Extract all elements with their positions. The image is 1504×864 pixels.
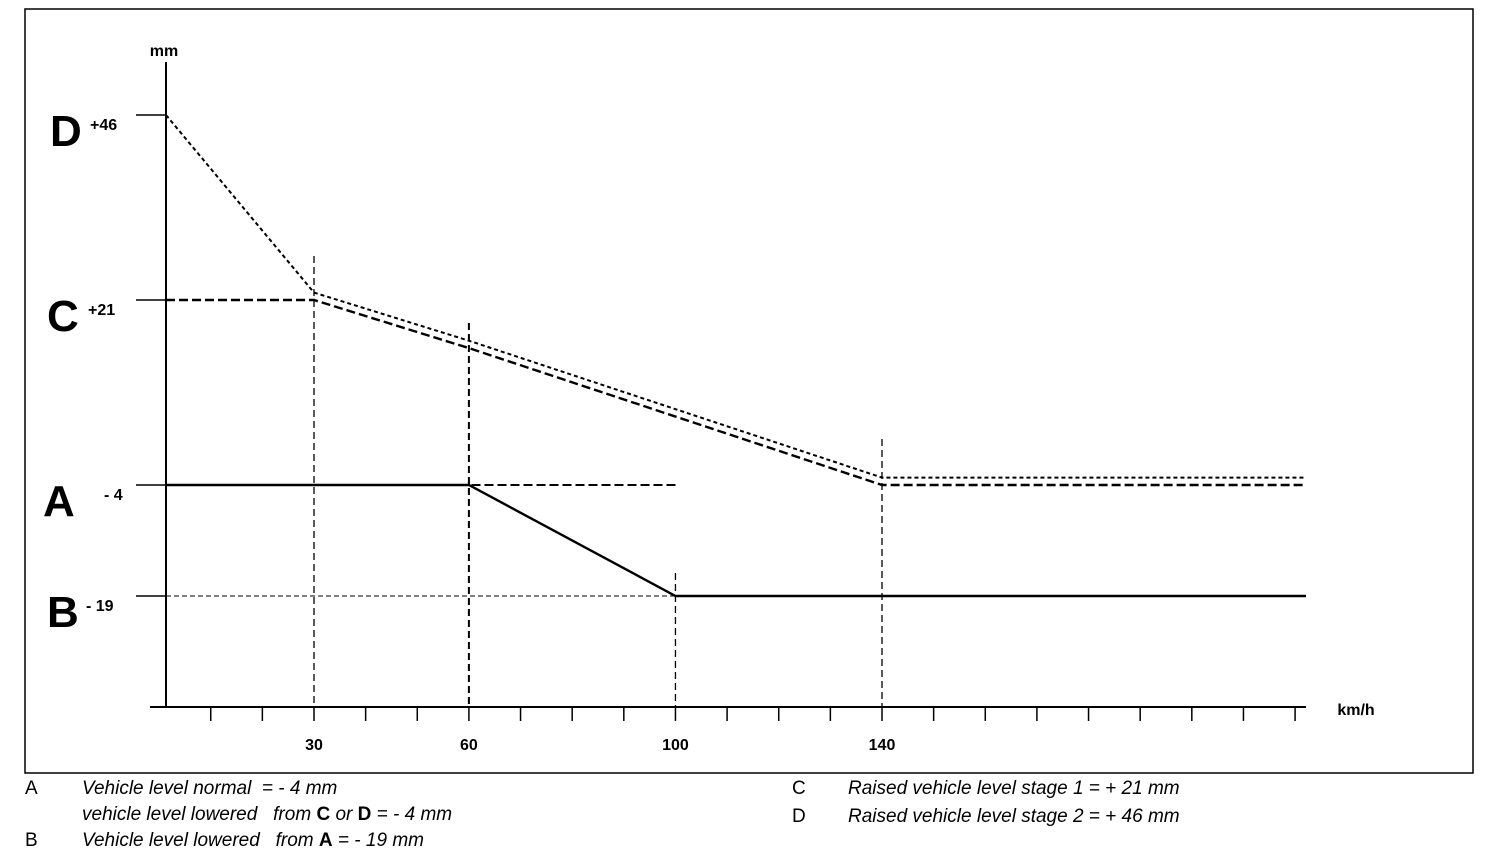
legend-key-a: A [25, 778, 38, 799]
series-line-1-solid [166, 483, 1306, 598]
level-letter-c: C [47, 292, 79, 341]
series-line-3-dotted [165, 114, 1306, 479]
y-unit-label: mm [150, 43, 178, 60]
legend-item-a-lowered: vehicle level lowered from C or D = - 4 … [0, 802, 760, 828]
level-letter-d: D [50, 107, 82, 156]
level-value-a: - 4 [104, 487, 123, 504]
legend-desc-a: Vehicle level normal = - 4 mm [82, 778, 338, 799]
legend-right: C Raised vehicle level stage 1 = + 21 mm… [760, 776, 1460, 836]
legend-desc-d: Raised vehicle level stage 2 = + 46 mm [848, 806, 1180, 827]
x-tick-label-30: 30 [305, 737, 323, 754]
level-value-b: - 19 [86, 598, 114, 615]
level-value-d: +46 [90, 117, 117, 134]
level-letter-a: A [43, 477, 75, 526]
legend-item-c: C Raised vehicle level stage 1 = + 21 mm [760, 776, 1460, 802]
legend-key-c: C [792, 778, 806, 799]
series-line-2-dashed [166, 298, 1306, 487]
x-tick-label-140: 140 [869, 737, 896, 754]
level-value-c: +21 [88, 302, 115, 319]
level-letter-b: B [47, 588, 79, 637]
legend-left: A Vehicle level normal = - 4 mm vehicle … [0, 776, 760, 861]
legend-desc-a-lowered: vehicle level lowered from C or D = - 4 … [82, 804, 453, 825]
x-tick-label-60: 60 [460, 737, 478, 754]
legend-item-a: A Vehicle level normal = - 4 mm [0, 776, 760, 802]
chart-plot-area: mm km/h 30 60 100 140 D +46 C +21 A - 4 B - 19 [43, 43, 1375, 754]
legend-item-d: D Raised vehicle level stage 2 = + 46 mm [760, 804, 1460, 830]
x-unit-label: km/h [1337, 702, 1374, 719]
legend-desc-c: Raised vehicle level stage 1 = + 21 mm [848, 778, 1180, 799]
legend-desc-b: Vehicle level lowered from A = - 19 mm [82, 830, 424, 851]
x-tick-label-100: 100 [662, 737, 689, 754]
legend-item-b: B Vehicle level lowered from A = - 19 mm [0, 828, 760, 854]
chart-border [24, 8, 1474, 774]
legend-key-d: D [792, 806, 806, 827]
legend-key-b: B [25, 830, 38, 851]
